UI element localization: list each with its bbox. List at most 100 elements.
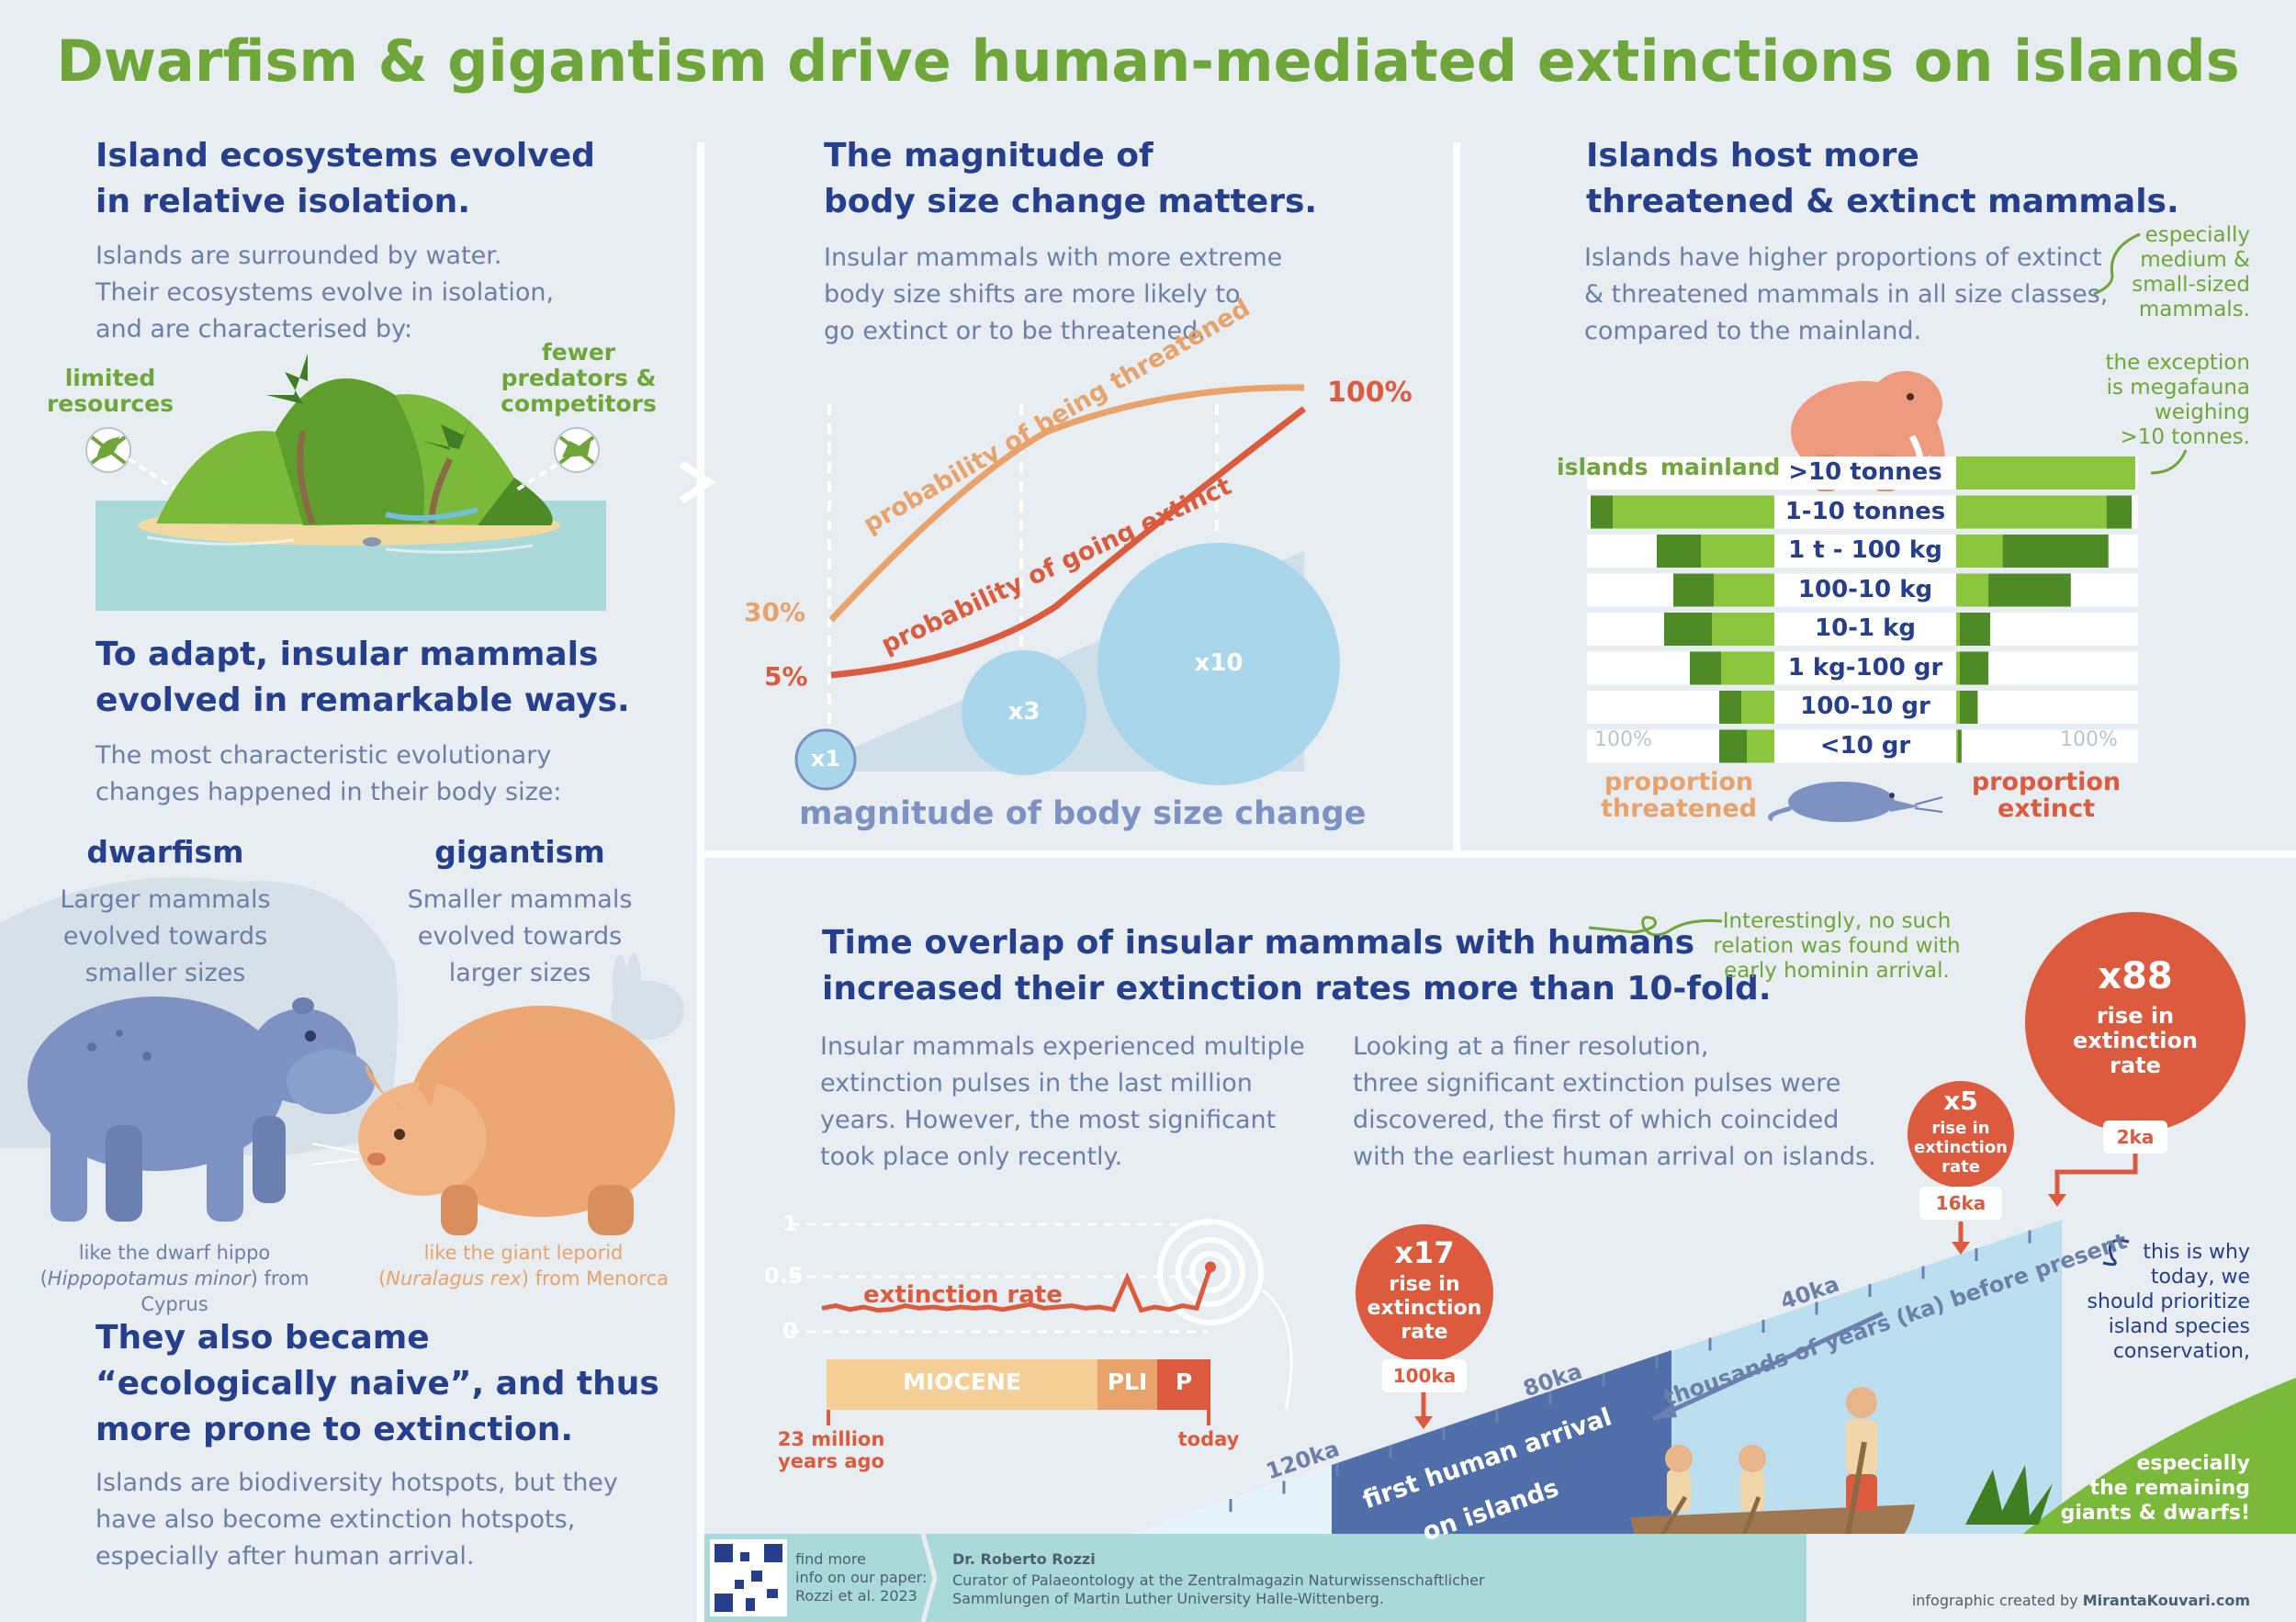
adapt-body-line-2: changes happened in their body size: bbox=[96, 778, 562, 806]
naive-heading-line-2: “ecologically naive”, and thus bbox=[96, 1365, 659, 1402]
magnitude-body-line-1: Insular mammals with more extreme bbox=[824, 243, 1283, 272]
footer-role-line-1: Curator of Palaeontology at the Zentralm… bbox=[952, 1571, 1485, 1589]
bar-threatened-mainland bbox=[1712, 613, 1774, 646]
shrew-illustration bbox=[1768, 782, 1943, 822]
bar-threatened-mainland bbox=[1613, 495, 1774, 529]
magnitude-body-line-2: body size shifts are more likely to bbox=[824, 280, 1241, 309]
note-giants-line-2: the remaining bbox=[2089, 1477, 2250, 1500]
label-limited-resources-2: resources bbox=[46, 390, 174, 417]
bar-threatened-mainland bbox=[1741, 691, 1774, 724]
isolation-body-line-1: Islands are surrounded by water. bbox=[96, 242, 502, 270]
size-class-label: 100-10 kg bbox=[1797, 575, 1933, 603]
note-today-line-5: conservation, bbox=[2112, 1340, 2250, 1363]
rate-tick-0: 0 bbox=[782, 1318, 798, 1344]
footer-role-line-2: Sammlungen of Martin Luther University H… bbox=[952, 1590, 1384, 1607]
legend-islands: islands bbox=[1557, 454, 1649, 480]
label-fewer-predators-3: competitors bbox=[501, 390, 657, 417]
bubble-x3 bbox=[962, 650, 1086, 775]
dwarfism-line-3: smaller sizes bbox=[84, 959, 246, 987]
time-body-left-line-3: years. However, the most significant bbox=[820, 1106, 1277, 1134]
bar-extinct-islands bbox=[1956, 691, 1978, 724]
pulse-16ka-arrowhead bbox=[1952, 1242, 1970, 1255]
extinction-rate-chart bbox=[790, 1219, 1293, 1425]
note-mega-line-4: >10 tonnes. bbox=[2120, 425, 2250, 449]
pulse-x17-line-3: rate bbox=[1401, 1321, 1448, 1344]
bar-extinct-mainland bbox=[1956, 613, 1960, 646]
bar-threatened-mainland bbox=[1747, 729, 1774, 763]
adapt-body-line-1: The most characteristic evolutionary bbox=[96, 741, 552, 770]
gigantism-title: gigantism bbox=[434, 834, 605, 870]
pulse-bubble-x88 bbox=[2025, 912, 2245, 1132]
label-fewer-predators-1: fewer bbox=[541, 339, 616, 366]
pulse-x88-line-3: rate bbox=[2110, 1053, 2161, 1078]
label-30-percent: 30% bbox=[744, 597, 806, 627]
time-body-left-line-2: extinction pulses in the last million bbox=[820, 1069, 1253, 1098]
size-class-label: 1-10 tonnes bbox=[1784, 497, 1946, 525]
pulse-date-16ka-box bbox=[1919, 1187, 2002, 1220]
threatened-heading-line-2: threatened & extinct mammals. bbox=[1586, 183, 2179, 220]
bar-threatened-mainland bbox=[1721, 651, 1774, 685]
size-class-bar-chart bbox=[1587, 456, 2138, 763]
threatened-body-line-1: Islands have higher proportions of extin… bbox=[1584, 243, 2102, 272]
time-body-right-line-3: discovered, the first of which coincided bbox=[1353, 1106, 1840, 1134]
pulse-bubble-x17 bbox=[1356, 1224, 1493, 1362]
isolation-body-line-2: Their ecosystems evolve in isolation, bbox=[96, 278, 555, 307]
footer-find-line-2: info on our paper: bbox=[795, 1569, 928, 1586]
pulse-100ka-arrowhead bbox=[1414, 1416, 1433, 1429]
label-5-percent: 5% bbox=[764, 661, 808, 692]
label-limited-resources-1: limited bbox=[64, 365, 156, 391]
note-arrow-hominin bbox=[1588, 916, 1723, 937]
bar-extinct-islands bbox=[1956, 651, 1989, 685]
pulse-x5-line-3: rate bbox=[1941, 1157, 1980, 1177]
time-axis-arrowhead bbox=[1653, 1402, 1677, 1419]
adapt-heading-line-1: To adapt, insular mammals bbox=[96, 636, 599, 673]
note-hominin-line-1: Interestingly, no such bbox=[1722, 909, 1952, 933]
time-body-right-line-1: Looking at a finer resolution, bbox=[1353, 1032, 1709, 1061]
bar-threatened-mainland bbox=[1714, 573, 1774, 607]
footer-credit-band bbox=[704, 1534, 1806, 1622]
epoch-miocene: MIOCENE bbox=[903, 1369, 1021, 1395]
pulse-x5-line-2: extinction bbox=[1913, 1138, 2009, 1157]
size-class-label: 1 kg-100 gr bbox=[1787, 653, 1943, 681]
giant-leporid-illustration bbox=[311, 1006, 675, 1235]
note-medium-line-4: mammals. bbox=[2138, 298, 2250, 321]
epoch-pleistocene: P bbox=[1175, 1369, 1193, 1395]
island-illustration bbox=[96, 354, 606, 611]
extinct-curve bbox=[830, 406, 1307, 679]
pulse-bubble-x5 bbox=[1908, 1081, 2014, 1188]
note-hominin-line-3: early hominin arrival. bbox=[1724, 959, 1950, 983]
threatened-body-line-3: compared to the mainland. bbox=[1584, 317, 1922, 345]
bar-extinct-mainland bbox=[1956, 573, 1989, 607]
note-mega-line-3: weighing bbox=[2154, 400, 2250, 424]
divider-bottom bbox=[697, 850, 2296, 1622]
epoch-pliocene: PLI bbox=[1107, 1369, 1148, 1395]
isolation-heading-line-1: Island ecosystems evolved bbox=[96, 137, 595, 175]
label-proportion-threatened-1: proportion bbox=[1604, 768, 1754, 796]
pulse-x5-value: x5 bbox=[1943, 1086, 1978, 1116]
naive-body-line-1: Islands are biodiversity hotspots, but t… bbox=[96, 1469, 618, 1497]
isolation-heading-line-2: in relative isolation. bbox=[96, 183, 470, 220]
gigantism-line-1: Smaller mammals bbox=[407, 885, 633, 914]
note-giants-line-1: especially bbox=[2136, 1452, 2250, 1475]
size-class-label: 1 t - 100 kg bbox=[1788, 536, 1942, 564]
naive-body-line-2: have also become extinction hotspots, bbox=[96, 1505, 576, 1534]
rate-tick-1: 1 bbox=[782, 1211, 798, 1236]
label-proportion-threatened-2: threatened bbox=[1600, 794, 1758, 823]
note-arrow-today bbox=[2102, 1239, 2130, 1267]
pulse-2ka-arrowhead bbox=[2048, 1194, 2066, 1207]
pulse-x88-value: x88 bbox=[2098, 955, 2173, 997]
bar-extinct-islands bbox=[1956, 729, 1962, 763]
note-today-line-3: should prioritize bbox=[2087, 1290, 2250, 1313]
bar-extinct-mainland bbox=[1956, 535, 2003, 568]
bubble-x1-label: x1 bbox=[810, 746, 841, 772]
dwarfism-line-1: Larger mammals bbox=[60, 885, 271, 914]
note-medium-line-2: medium & bbox=[2140, 248, 2250, 272]
gigantism-line-2: evolved towards bbox=[417, 922, 623, 951]
flow-chevron bbox=[679, 460, 716, 504]
note-arrow-medium bbox=[2093, 232, 2141, 296]
hippo-caption-line-2: (Hippopotamus minor) from Cyprus bbox=[39, 1267, 310, 1315]
size-class-label: 10-1 kg bbox=[1814, 614, 1917, 642]
bar-extinct-mainland bbox=[1956, 691, 1960, 724]
